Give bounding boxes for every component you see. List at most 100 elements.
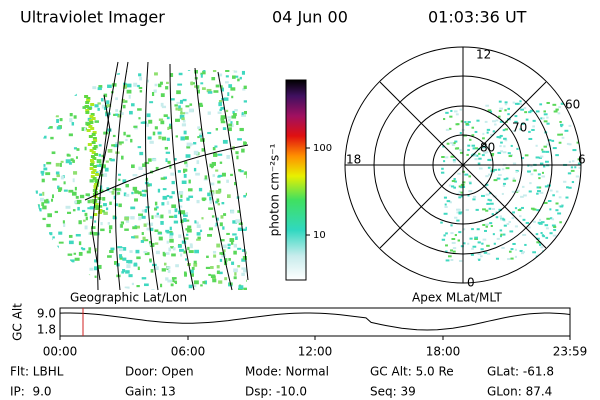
pixel [442, 145, 445, 148]
pixel [126, 134, 131, 138]
pixel [242, 88, 246, 91]
pixel [153, 266, 159, 271]
pixel [134, 198, 138, 202]
pixel [233, 65, 236, 67]
pixel [578, 229, 581, 232]
pixel [192, 292, 195, 295]
pixel [94, 203, 99, 206]
pixel [493, 242, 496, 245]
pixel [243, 287, 248, 290]
pixel [138, 117, 141, 120]
pixel [565, 251, 568, 254]
pixel [141, 215, 146, 219]
pixel [471, 247, 474, 250]
pixel [169, 234, 173, 239]
pixel [59, 93, 64, 97]
pixel [458, 259, 463, 262]
pixel [509, 230, 514, 233]
pixel [217, 180, 221, 184]
pixel [137, 146, 142, 149]
pixel [225, 70, 230, 72]
pixel [450, 232, 454, 235]
pixel [504, 101, 508, 104]
pixel [470, 253, 474, 256]
pixel [35, 276, 38, 281]
pixel [236, 120, 239, 125]
pixel [40, 79, 45, 83]
pixel [525, 118, 529, 121]
pixel [132, 186, 138, 191]
pixel [139, 193, 143, 197]
pixel [524, 111, 528, 114]
pixel [87, 274, 91, 277]
globe-image [35, 65, 255, 297]
pixel [583, 221, 586, 223]
pixel [121, 98, 125, 103]
pixel [196, 89, 200, 94]
pixel [459, 151, 464, 154]
pixel [560, 251, 563, 254]
pixel [98, 153, 101, 157]
pixel [456, 211, 459, 214]
pixel [144, 208, 148, 213]
pixel [58, 231, 63, 235]
pixel [489, 167, 493, 170]
pixel [64, 91, 67, 95]
pixel [46, 238, 52, 242]
pixel [246, 251, 248, 255]
pixel [167, 279, 173, 283]
pixel [66, 211, 72, 214]
pixel [530, 173, 534, 176]
pixel [182, 119, 186, 123]
pixel [584, 186, 586, 188]
pixel [460, 245, 464, 248]
pixel [453, 177, 456, 180]
pixel [246, 174, 248, 179]
pixel [131, 103, 135, 107]
pixel [552, 103, 557, 106]
pixel [250, 244, 255, 247]
pixel [571, 234, 576, 237]
pixel [250, 294, 253, 297]
pixel [216, 270, 220, 275]
pixel [512, 101, 515, 104]
pixel [51, 194, 54, 199]
pixel [521, 206, 524, 209]
pixel [184, 272, 187, 277]
pixel [549, 232, 553, 235]
pixel [482, 238, 487, 241]
pixel [458, 212, 462, 215]
pixel [91, 133, 96, 136]
pixel [158, 118, 164, 121]
pixel [184, 258, 188, 261]
pixel [199, 104, 204, 107]
pixel [494, 123, 497, 126]
pixel [218, 280, 223, 284]
pixel [539, 162, 544, 165]
pixel [35, 136, 38, 139]
pixel [241, 70, 246, 75]
pixel [49, 232, 53, 236]
pixel [90, 127, 95, 130]
pixel [212, 174, 216, 177]
pixel [185, 163, 189, 168]
pixel [244, 171, 248, 175]
pixel [89, 121, 94, 124]
pixel [40, 197, 44, 202]
pixel [553, 229, 557, 232]
pixel [170, 172, 175, 176]
pixel [146, 123, 150, 127]
pixel [533, 220, 536, 223]
pixel [90, 155, 95, 158]
pixel [44, 199, 48, 204]
pixel [512, 179, 517, 182]
pixel [532, 125, 535, 128]
pixel [177, 107, 183, 111]
pixel [547, 200, 552, 203]
x-tick-label: 00:00 [43, 345, 78, 359]
pixel [174, 158, 177, 161]
pixel [199, 229, 203, 233]
pixel [492, 120, 496, 123]
pixel [133, 262, 138, 265]
pixel [35, 190, 38, 194]
